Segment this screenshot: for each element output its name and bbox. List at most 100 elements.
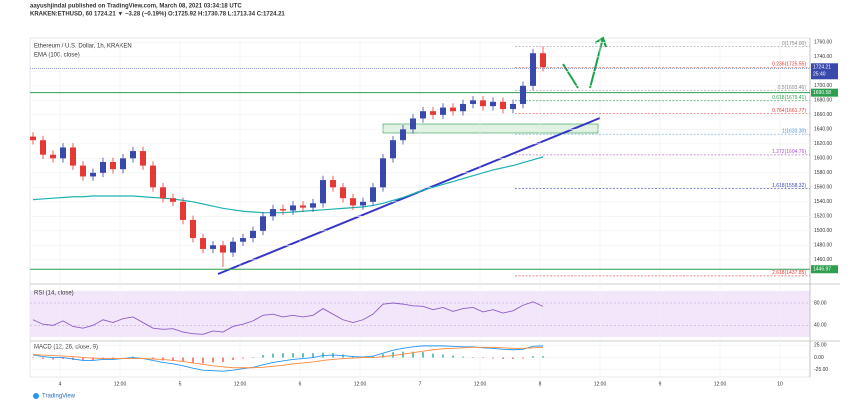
arrow-up (589, 37, 604, 89)
y-tick-label: 1500.00 (814, 228, 832, 234)
candle-body (350, 198, 356, 206)
candle-body (140, 151, 146, 166)
level-label: 1446.97 (813, 267, 831, 273)
histogram-bar (92, 357, 94, 360)
candle-body (360, 201, 366, 206)
histogram-bar (282, 353, 284, 358)
histogram-bar (112, 357, 114, 359)
support-zone (382, 123, 599, 134)
candle-body (260, 216, 266, 231)
candle-body (110, 161, 116, 170)
rsi-line (32, 301, 544, 335)
histogram-bar (192, 357, 194, 363)
histogram-bar (42, 357, 44, 359)
last-price-label: 1724.21 (813, 65, 831, 71)
candle-body (490, 101, 496, 107)
symbol-line: KRAKEN:ETHUSD, 60 1724.21 ▼ −3.28 (−0.19… (30, 12, 285, 18)
level-label: 1690.58 (813, 90, 831, 96)
x-tick-label: 10 (777, 381, 783, 387)
x-tick-label: 12:00 (594, 381, 607, 387)
candle-body (520, 85, 526, 104)
y-tick-label: 1580.00 (814, 170, 832, 176)
rsi-label: RSI (14, close) (34, 291, 74, 297)
histogram-bar (82, 357, 84, 361)
candle-body (120, 158, 126, 170)
y-tick-label: 1740.00 (814, 54, 832, 60)
candle-body (220, 245, 226, 253)
signal-line (32, 346, 544, 369)
histogram-bar (402, 351, 404, 358)
histogram-bar (462, 356, 464, 358)
histogram-bar (232, 357, 234, 360)
y-tick-label: 1480.00 (814, 243, 832, 249)
candle-body (60, 147, 66, 159)
histogram-bar (102, 357, 104, 359)
candle-body (470, 100, 476, 104)
x-tick-label: 4 (59, 381, 62, 387)
macd-tick-label: 25.00 (814, 343, 827, 349)
histogram-bar (512, 357, 514, 359)
histogram-bar (242, 357, 244, 359)
candle-body (500, 101, 506, 110)
candle-body (390, 140, 396, 159)
histogram-bar (452, 355, 454, 358)
candle-body (430, 111, 436, 115)
candle-body (190, 219, 196, 239)
y-tick-label: 1520.00 (814, 214, 832, 220)
candle-body (150, 165, 156, 188)
candle-body (330, 180, 336, 188)
rsi-tick-label: 40.00 (814, 323, 827, 329)
histogram-bar (182, 357, 184, 362)
histogram-bar (372, 356, 374, 358)
candle-body (170, 198, 176, 202)
y-tick-label: 1760.00 (814, 40, 832, 46)
y-tick-label: 1600.00 (814, 156, 832, 162)
candle-body (80, 165, 86, 177)
histogram-bar (162, 357, 164, 361)
candle-body (380, 158, 386, 188)
fib-label: 0.618(1679.41) (772, 95, 806, 101)
candle-body (240, 238, 246, 242)
candle-body (510, 103, 516, 110)
candle-body (480, 100, 486, 107)
histogram-bar (222, 357, 224, 362)
candle-body (540, 53, 546, 67)
histogram-bar (502, 357, 504, 359)
fib-label: 0.5(1693.46) (778, 85, 807, 91)
histogram-bar (312, 353, 314, 358)
fib-label: 2.618(1437.85) (772, 270, 806, 276)
publisher: aayushjindal published on TradingView.co… (30, 4, 242, 10)
candle-body (440, 107, 446, 115)
candle-body (50, 154, 56, 159)
x-tick-label: 9 (659, 381, 662, 387)
candle-body (420, 111, 426, 119)
candle-body (270, 209, 276, 217)
ema-label: EMA (100, close) (34, 53, 80, 59)
x-tick-label: 6 (299, 381, 302, 387)
macd-line (32, 345, 544, 372)
rsi-tick-label: 80.00 (814, 300, 827, 306)
fib-label: 1.272(1604.76) (772, 149, 806, 155)
macd-tick-label: -25.00 (814, 367, 828, 373)
y-tick-label: 1560.00 (814, 185, 832, 191)
candle-body (340, 187, 346, 199)
candle-body (200, 238, 206, 249)
histogram-bar (62, 357, 64, 359)
brand-logo (33, 393, 39, 399)
histogram-bar (432, 353, 434, 358)
macd-tick-label: 0.00 (814, 355, 824, 361)
histogram-bar (492, 357, 494, 359)
last-price-badge (811, 63, 838, 80)
candle-body (280, 209, 286, 211)
histogram-bar (152, 357, 154, 359)
fib-label: 1.618(1558.32) (772, 183, 806, 189)
fib-label: 0(1754.00) (782, 41, 807, 47)
candle-body (250, 230, 256, 239)
candle-body (90, 172, 96, 177)
histogram-bar (302, 353, 304, 358)
candle-body (300, 205, 306, 208)
histogram-bar (292, 353, 294, 358)
candle-body (40, 140, 46, 155)
candle-body (290, 205, 296, 211)
x-tick-label: 12:00 (714, 381, 727, 387)
